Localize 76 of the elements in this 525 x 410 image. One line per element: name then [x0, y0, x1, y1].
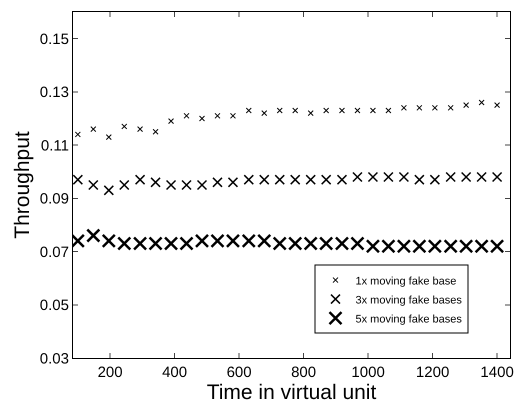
point [104, 185, 114, 196]
point [448, 104, 454, 111]
y-tick-label: 0.15 [40, 30, 69, 48]
point [414, 174, 425, 185]
point [196, 180, 208, 190]
point [292, 107, 298, 114]
y-axis-title: Throughput [10, 131, 34, 239]
legend-label: 3x moving fake bases [355, 294, 462, 306]
point [184, 112, 190, 119]
point [86, 228, 101, 243]
x-tick-label: 1200 [416, 364, 450, 381]
point [90, 126, 96, 132]
point [106, 134, 112, 140]
point [246, 107, 252, 114]
point [460, 172, 472, 182]
point [352, 172, 363, 182]
point [370, 107, 376, 114]
point [274, 174, 285, 185]
y-tick-label: 0.09 [40, 190, 69, 208]
point [134, 174, 146, 185]
y-tick-label: 0.03 [40, 350, 69, 368]
point [228, 177, 238, 188]
point [244, 174, 254, 185]
point [398, 172, 410, 182]
point [214, 112, 220, 119]
point [168, 118, 174, 124]
point [290, 174, 300, 185]
point [88, 180, 99, 190]
x-tick-label: 800 [291, 364, 316, 381]
point [276, 107, 283, 114]
point [385, 107, 392, 114]
point [166, 180, 176, 190]
point [259, 174, 270, 185]
legend-label: 5x moving fake bases [355, 313, 462, 326]
point [336, 174, 348, 185]
point [430, 174, 440, 185]
point [354, 107, 360, 114]
point [308, 110, 314, 116]
point [432, 104, 438, 111]
point [383, 172, 394, 182]
x-tick-label: 1000 [351, 364, 385, 381]
point [492, 172, 502, 182]
point [416, 104, 422, 111]
point [230, 112, 236, 119]
legend-label: 1x moving fake base [355, 275, 456, 288]
point [73, 174, 84, 185]
point [119, 180, 130, 190]
point [261, 110, 268, 116]
x-tick-label: 1400 [480, 364, 514, 381]
point [152, 128, 159, 135]
point [74, 131, 81, 138]
x-axis-title: Time in virtual unit [206, 381, 376, 404]
point [478, 99, 485, 106]
point [212, 177, 223, 188]
point [463, 102, 470, 108]
x-tick-label: 200 [98, 364, 123, 381]
point [137, 126, 144, 132]
point [445, 172, 456, 182]
x-tick-label: 600 [226, 364, 252, 381]
y-tick-label: 0.05 [40, 297, 69, 314]
point [400, 104, 407, 111]
point [323, 107, 330, 114]
point [320, 174, 332, 185]
point [476, 172, 487, 182]
x-tick-label: 400 [162, 364, 188, 381]
y-tick-label: 0.07 [40, 244, 69, 261]
point [121, 123, 128, 130]
y-tick-label: 0.11 [40, 137, 69, 154]
point [338, 107, 345, 114]
point [150, 177, 161, 188]
point [199, 115, 205, 122]
point [181, 180, 192, 190]
point [305, 174, 316, 185]
point [494, 102, 500, 108]
y-tick-label: 0.13 [40, 84, 69, 102]
point [368, 172, 378, 182]
